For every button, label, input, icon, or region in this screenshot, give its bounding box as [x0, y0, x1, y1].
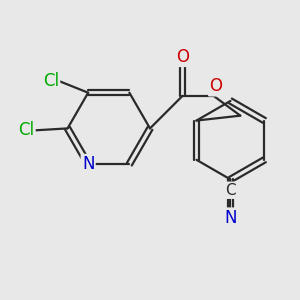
- Text: C: C: [225, 183, 236, 198]
- Text: N: N: [82, 155, 94, 173]
- Text: Cl: Cl: [43, 72, 59, 90]
- Text: O: O: [176, 48, 189, 66]
- Text: O: O: [209, 77, 222, 95]
- Text: Cl: Cl: [18, 122, 34, 140]
- Text: N: N: [224, 209, 237, 227]
